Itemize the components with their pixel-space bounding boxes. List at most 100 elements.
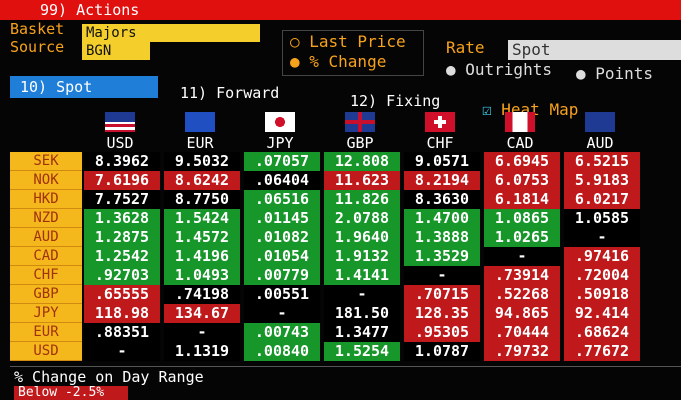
row-label: GBP (10, 285, 82, 304)
row-label: NZD (10, 209, 82, 228)
currency-code: USD (106, 134, 134, 152)
rate-cell: 118.98 (84, 304, 160, 323)
rate-cell: 11.623 (324, 171, 400, 190)
rate-cell: 1.5424 (164, 209, 240, 228)
rate-cell: .00743 (244, 323, 320, 342)
rate-cell: .70715 (404, 285, 480, 304)
option-pct-change[interactable]: ● % Change (290, 52, 387, 71)
rate-cell: - (84, 342, 160, 361)
rate-cell: 1.4141 (324, 266, 400, 285)
rate-cell: .07057 (244, 152, 320, 171)
column-header: AUD (562, 112, 638, 152)
basket-field[interactable]: Majors (82, 24, 260, 42)
rate-cell: .92703 (84, 266, 160, 285)
option-last-price[interactable]: ○ Last Price (290, 32, 406, 51)
rate-label: Rate (446, 38, 485, 57)
row-label: CAD (10, 247, 82, 266)
rate-cell: 12.808 (324, 152, 400, 171)
rate-cell: .74198 (164, 285, 240, 304)
rate-cell: .50918 (564, 285, 640, 304)
rate-cell: 2.0788 (324, 209, 400, 228)
rate-cell: 6.0217 (564, 190, 640, 209)
row-label: AUD (10, 228, 82, 247)
column-header: USD (82, 112, 158, 152)
rate-cell: 7.6196 (84, 171, 160, 190)
flag-icon (585, 112, 615, 132)
rate-cell: 1.2542 (84, 247, 160, 266)
currency-code: AUD (586, 134, 614, 152)
column-header: EUR (162, 112, 238, 152)
rate-cell: .06404 (244, 171, 320, 190)
flag-icon (505, 112, 535, 132)
currency-code: EUR (186, 134, 214, 152)
rate-field[interactable]: Spot (508, 40, 681, 60)
rate-cell: .95305 (404, 323, 480, 342)
rate-cell: .68624 (564, 323, 640, 342)
row-label: USD (10, 342, 82, 361)
rate-cell: .79732 (484, 342, 560, 361)
rate-cell: 8.6242 (164, 171, 240, 190)
source-label: Source (10, 38, 65, 56)
rate-cell: .65555 (84, 285, 160, 304)
rate-cell: - (484, 247, 560, 266)
option-text: Outrights (465, 60, 552, 79)
option-text: Points (595, 64, 654, 83)
heat-map-table: USD EUR JPY GBP CHF CAD AUD SEK 8.3962 9.5032.070… (0, 112, 681, 362)
rate-cell: 11.826 (324, 190, 400, 209)
rate-cell: 94.865 (484, 304, 560, 323)
basket-label: Basket (10, 20, 65, 38)
option-text: Last Price (309, 32, 406, 51)
divider (10, 366, 681, 367)
option-text: % Change (309, 52, 387, 71)
row-label: HKD (10, 190, 82, 209)
currency-code: GBP (346, 134, 374, 152)
tab[interactable]: 11) Forward (180, 84, 280, 102)
rate-cell: 134.67 (164, 304, 240, 323)
column-header: JPY (242, 112, 318, 152)
currency-code: JPY (266, 134, 294, 152)
rate-cell: 1.0493 (164, 266, 240, 285)
rate-cell: .73914 (484, 266, 560, 285)
rate-cell: 7.7527 (84, 190, 160, 209)
legend-below: Below -2.5% (14, 386, 128, 400)
rate-cell: 1.3477 (324, 323, 400, 342)
rate-cell: 1.4700 (404, 209, 480, 228)
rate-cell: 8.7750 (164, 190, 240, 209)
rate-cell: 9.5032 (164, 152, 240, 171)
rate-cell: 1.1319 (164, 342, 240, 361)
rate-cell: .77672 (564, 342, 640, 361)
rate-cell: 1.9640 (324, 228, 400, 247)
rate-cell: .72004 (564, 266, 640, 285)
rate-cell: .01082 (244, 228, 320, 247)
flag-icon (265, 112, 295, 132)
flag-icon (345, 112, 375, 132)
source-field[interactable]: BGN (82, 42, 150, 60)
column-header: CHF (402, 112, 478, 152)
rate-cell: 6.0753 (484, 171, 560, 190)
rate-cell: - (404, 266, 480, 285)
rate-cell: .97416 (564, 247, 640, 266)
rate-cell: .01054 (244, 247, 320, 266)
rate-option-outrights[interactable]: ● Outrights (446, 60, 552, 79)
rate-cell: 1.0865 (484, 209, 560, 228)
flag-icon (185, 112, 215, 132)
rate-cell: .00551 (244, 285, 320, 304)
row-label: JPY (10, 304, 82, 323)
rate-cell: 5.9183 (564, 171, 640, 190)
tab[interactable]: 12) Fixing (350, 92, 441, 110)
rate-cell: 1.0585 (564, 209, 640, 228)
rate-cell: 1.3888 (404, 228, 480, 247)
tab-active[interactable]: 10) Spot (10, 76, 158, 98)
rate-cell: .06516 (244, 190, 320, 209)
rate-cell: 6.5215 (564, 152, 640, 171)
rate-cell: 1.3529 (404, 247, 480, 266)
rate-option-points[interactable]: ● Points (576, 64, 654, 83)
rate-cell: .88351 (84, 323, 160, 342)
actions-menu[interactable]: 99) Actions (40, 1, 140, 19)
footer-title: % Change on Day Range (14, 368, 204, 386)
rate-cell: 8.2194 (404, 171, 480, 190)
rate-cell: 1.9132 (324, 247, 400, 266)
currency-code: CHF (426, 134, 454, 152)
rate-cell: 9.0571 (404, 152, 480, 171)
option-box (282, 30, 424, 76)
